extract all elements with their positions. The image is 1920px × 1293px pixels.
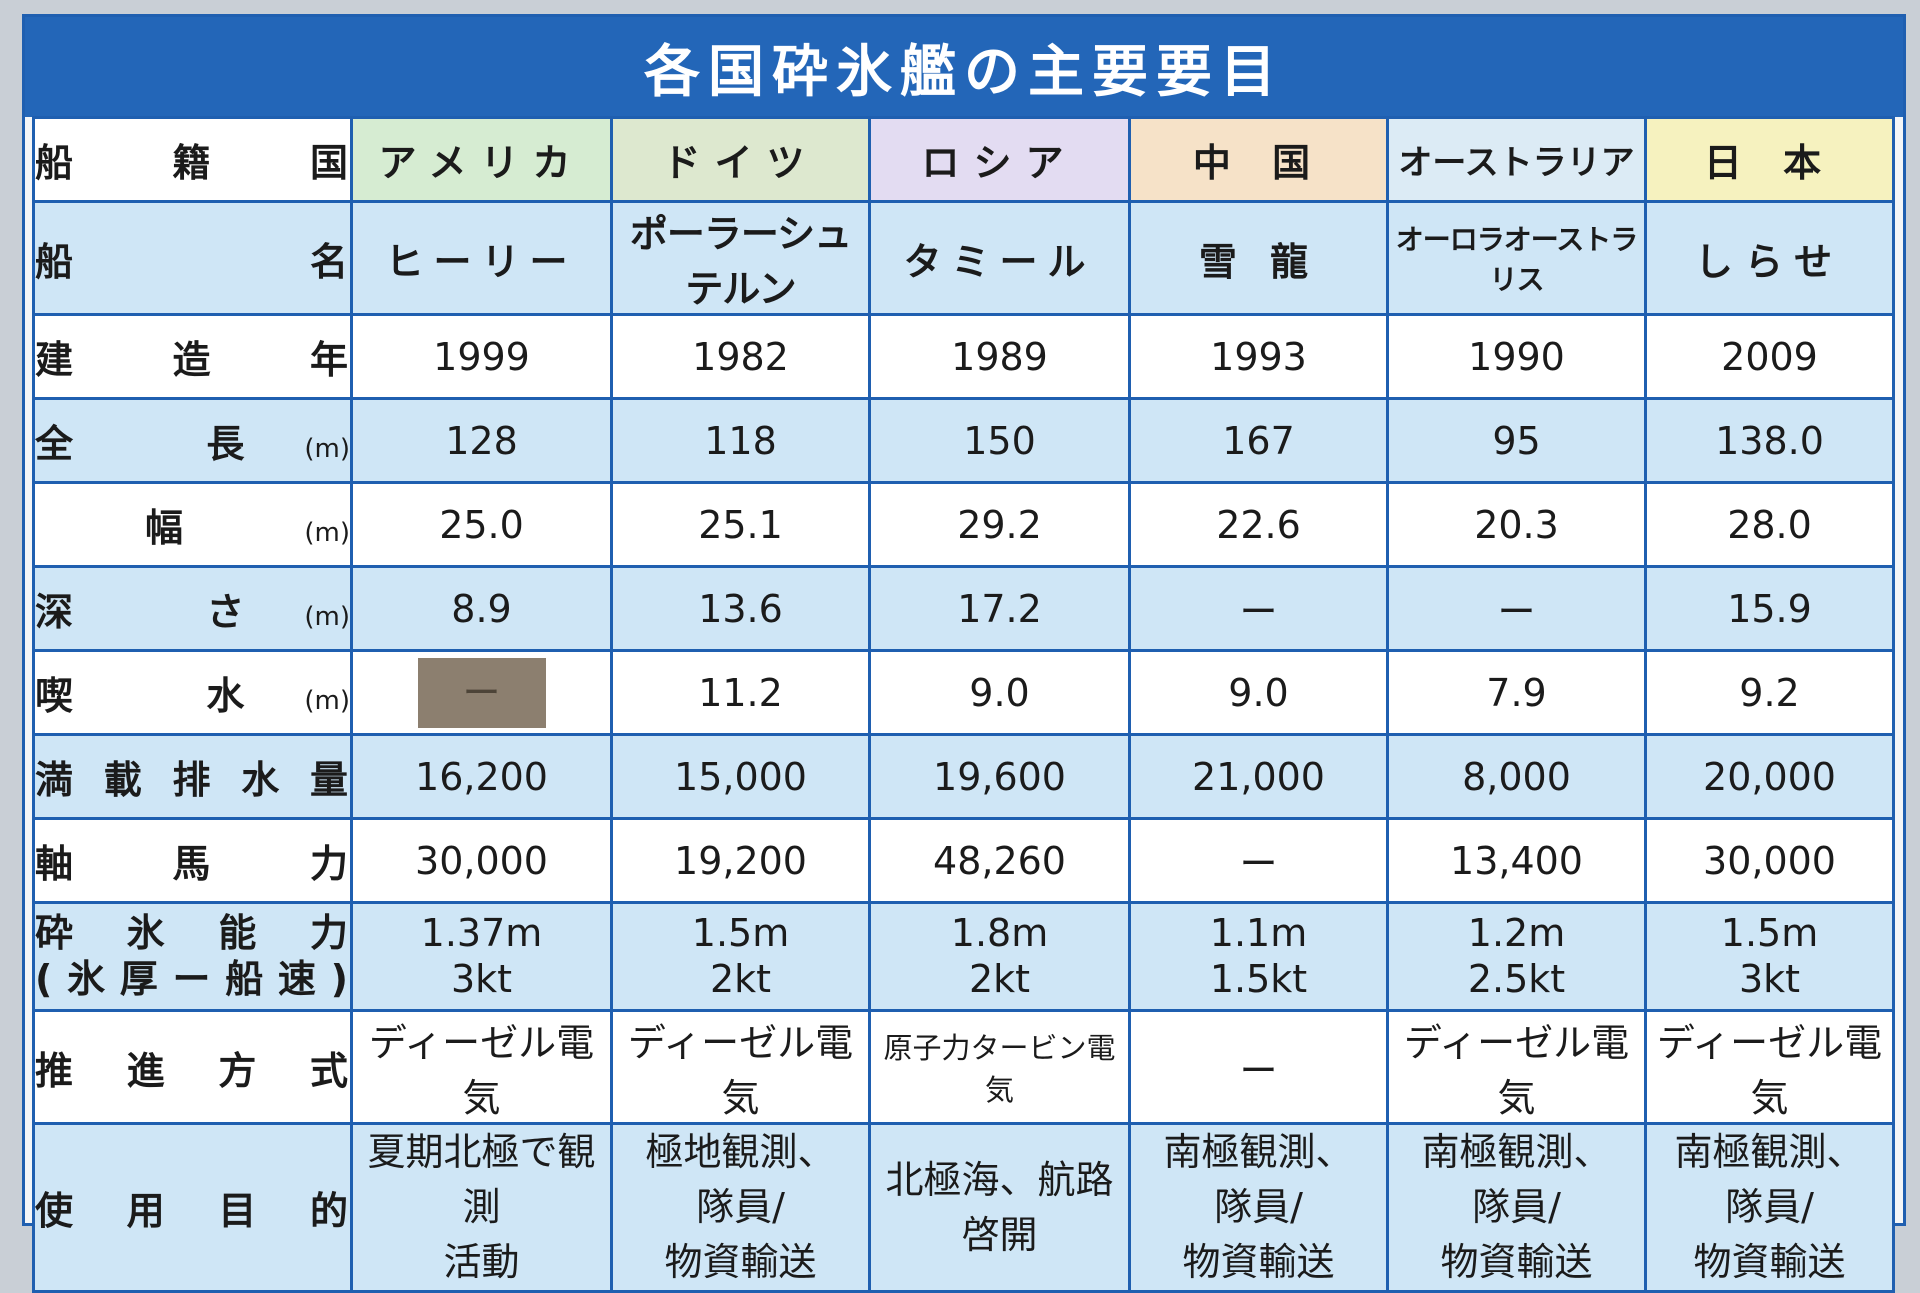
draft-russia: 9.0 [868,649,1131,736]
horsepower-germany: 19,200 [610,817,871,904]
row-length: 全 長(m) 128 118 150 167 95 138.0 [32,397,1895,484]
country-germany: ドイツ [610,116,871,203]
row-icebreaking: 砕氷能力 (氷厚ー船速) 1.37m 3kt 1.5m 2kt 1.8m 2kt 1.… [32,901,1895,1012]
icebreaking-usa: 1.37m 3kt [350,901,613,1012]
row-ship-name: 船 名 ヒーリー ポーラーシュテルン タミール 雪 龍 オーロラオーストラリス … [32,200,1895,316]
beam-japan: 28.0 [1644,481,1895,568]
row-label-purpose: 使用目的 [32,1121,353,1293]
propulsion-japan: ディーゼル電気 [1644,1009,1895,1125]
year-australia: 1990 [1386,313,1647,400]
taped-over-patch: ー [417,657,546,728]
page-title: 各国砕氷艦の主要要目 [25,17,1903,117]
horsepower-russia: 48,260 [868,817,1131,904]
propulsion-russia: 原子力タービン電気 [868,1009,1131,1125]
icebreaking-china: 1.1m 1.5kt [1128,901,1389,1012]
row-label-icebreaking: 砕氷能力 (氷厚ー船速) [32,901,353,1012]
displacement-japan: 20,000 [1644,733,1895,820]
row-propulsion: 推進方式 ディーゼル電気 ディーゼル電気 原子力タービン電気 ー ディーゼル電気… [32,1009,1895,1125]
icebreaking-australia: 1.2m 2.5kt [1386,901,1647,1012]
row-label-propulsion: 推進方式 [32,1009,353,1125]
row-depth: 深 さ(m) 8.9 13.6 17.2 ー ー 15.9 [32,565,1895,652]
row-label-displacement: 満載排水量 [32,733,353,820]
row-label-year: 建 造 年 [32,313,353,400]
ship-japan: しらせ [1644,200,1895,316]
beam-australia: 20.3 [1386,481,1647,568]
row-label-length: 全 長(m) [32,397,353,484]
displacement-germany: 15,000 [610,733,871,820]
displacement-australia: 8,000 [1386,733,1647,820]
displacement-china: 21,000 [1128,733,1389,820]
purpose-germany: 極地観測、隊員/物資輸送 [610,1121,871,1293]
beam-russia: 29.2 [868,481,1131,568]
row-label-country: 船 籍 国 [32,116,353,203]
year-usa: 1999 [350,313,613,400]
draft-china: 9.0 [1128,649,1389,736]
depth-usa: 8.9 [350,565,613,652]
icebreaking-russia: 1.8m 2kt [868,901,1131,1012]
depth-germany: 13.6 [610,565,871,652]
purpose-russia: 北極海、航路啓開 [868,1121,1131,1293]
row-purpose: 使用目的 夏期北極で観測 活動 極地観測、隊員/物資輸送 北極海、航路啓開 南極観… [32,1121,1895,1293]
country-australia: オーストラリア [1386,116,1647,203]
ship-russia: タミール [868,200,1131,316]
row-horsepower: 軸 馬 力 30,000 19,200 48,260 ー 13,400 30,0… [32,817,1895,904]
row-displacement: 満載排水量 16,200 15,000 19,600 21,000 8,000 … [32,733,1895,820]
depth-japan: 15.9 [1644,565,1895,652]
ship-usa: ヒーリー [350,200,613,316]
displacement-russia: 19,600 [868,733,1131,820]
depth-china: ー [1128,565,1389,652]
beam-usa: 25.0 [350,481,613,568]
purpose-japan: 南極観測、隊員/物資輸送 [1644,1121,1895,1293]
horsepower-china: ー [1128,817,1389,904]
year-japan: 2009 [1644,313,1895,400]
row-label-depth: 深 さ(m) [32,565,353,652]
length-germany: 118 [610,397,871,484]
row-label-horsepower: 軸 馬 力 [32,817,353,904]
draft-australia: 7.9 [1386,649,1647,736]
horsepower-australia: 13,400 [1386,817,1647,904]
year-china: 1993 [1128,313,1389,400]
draft-japan: 9.2 [1644,649,1895,736]
horsepower-japan: 30,000 [1644,817,1895,904]
spec-table: 船 籍 国 アメリカ ドイツ ロシア 中 国 オーストラリア 日 本 船 名 ヒ… [32,116,1895,1293]
length-china: 167 [1128,397,1389,484]
country-russia: ロシア [868,116,1131,203]
row-country: 船 籍 国 アメリカ ドイツ ロシア 中 国 オーストラリア 日 本 [32,116,1895,203]
row-label-beam: 幅(m) [32,481,353,568]
ship-china: 雪 龍 [1128,200,1389,316]
propulsion-australia: ディーゼル電気 [1386,1009,1647,1125]
country-china: 中 国 [1128,116,1389,203]
ship-australia: オーロラオーストラリス [1386,200,1647,316]
draft-germany: 11.2 [610,649,871,736]
icebreaking-japan: 1.5m 3kt [1644,901,1895,1012]
ship-germany: ポーラーシュテルン [610,200,871,316]
country-usa: アメリカ [350,116,613,203]
purpose-usa: 夏期北極で観測 活動 [350,1121,613,1293]
row-label-draft: 喫 水(m) [32,649,353,736]
purpose-australia: 南極観測、隊員/物資輸送 [1386,1121,1647,1293]
displacement-usa: 16,200 [350,733,613,820]
propulsion-china: ー [1128,1009,1389,1125]
beam-china: 22.6 [1128,481,1389,568]
row-label-ship-name: 船 名 [32,200,353,316]
draft-usa: ー [350,649,613,736]
purpose-china: 南極観測、隊員/物資輸送 [1128,1121,1389,1293]
length-australia: 95 [1386,397,1647,484]
length-usa: 128 [350,397,613,484]
row-draft: 喫 水(m) ー 11.2 9.0 9.0 7.9 9.2 [32,649,1895,736]
depth-australia: ー [1386,565,1647,652]
row-year: 建 造 年 1999 1982 1989 1993 1990 2009 [32,313,1895,400]
year-russia: 1989 [868,313,1131,400]
length-russia: 150 [868,397,1131,484]
length-japan: 138.0 [1644,397,1895,484]
propulsion-germany: ディーゼル電気 [610,1009,871,1125]
depth-russia: 17.2 [868,565,1131,652]
horsepower-usa: 30,000 [350,817,613,904]
country-japan: 日 本 [1644,116,1895,203]
propulsion-usa: ディーゼル電気 [350,1009,613,1125]
row-beam: 幅(m) 25.0 25.1 29.2 22.6 20.3 28.0 [32,481,1895,568]
icebreaking-germany: 1.5m 2kt [610,901,871,1012]
beam-germany: 25.1 [610,481,871,568]
year-germany: 1982 [610,313,871,400]
